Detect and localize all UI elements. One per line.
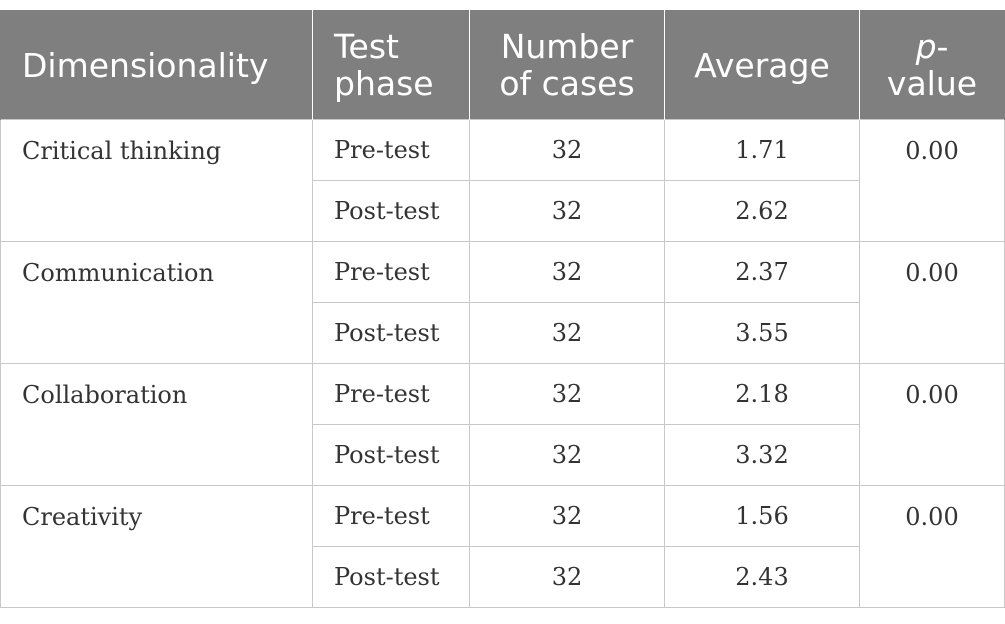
results-table: Dimensionality Test phase Number of cases … bbox=[0, 10, 1005, 608]
cases-cell: 32 bbox=[469, 546, 665, 608]
phase-cell: Post-test bbox=[312, 546, 470, 608]
dimension-cell: Critical thinking bbox=[0, 119, 313, 242]
phase-cell: Pre-test bbox=[312, 241, 470, 303]
header-p-letter: p bbox=[915, 27, 937, 66]
table-header: Dimensionality Test phase Number of cases … bbox=[0, 10, 1005, 120]
phase-cell: Post-test bbox=[312, 424, 470, 486]
table-row: Creativity Pre-test 32 1.56 0.00 bbox=[0, 485, 1005, 608]
dimension-cell: Creativity bbox=[0, 485, 313, 608]
table-row: Collaboration Pre-test 32 2.18 0.00 bbox=[0, 363, 1005, 486]
header-test-phase-line2: phase bbox=[334, 64, 434, 103]
table-row: Communication Pre-test 32 2.37 0.00 bbox=[0, 241, 1005, 364]
header-test-phase: Test phase bbox=[312, 10, 470, 120]
average-cell: 2.43 bbox=[664, 546, 860, 608]
cases-cell: 32 bbox=[469, 119, 665, 181]
p-value-cell: 0.00 bbox=[859, 119, 1005, 242]
header-average-text: Average bbox=[694, 45, 830, 85]
average-cell: 2.37 bbox=[664, 241, 860, 303]
table-row: Post-test 32 3.32 bbox=[1, 424, 1005, 486]
average-cell: 2.62 bbox=[664, 180, 860, 242]
p-value-cell: 0.00 bbox=[859, 241, 1005, 364]
cases-cell: 32 bbox=[469, 485, 665, 547]
average-cell: 1.71 bbox=[664, 119, 860, 181]
average-cell: 1.56 bbox=[664, 485, 860, 547]
cases-cell: 32 bbox=[469, 302, 665, 364]
header-number-of-cases: Number of cases bbox=[469, 10, 665, 120]
header-row: Dimensionality Test phase Number of cases … bbox=[0, 10, 1005, 120]
cases-cell: 32 bbox=[469, 363, 665, 425]
average-cell: 3.55 bbox=[664, 302, 860, 364]
p-value-cell: 0.00 bbox=[859, 485, 1005, 608]
cases-cell: 32 bbox=[469, 241, 665, 303]
phase-cell: Post-test bbox=[312, 180, 470, 242]
phase-cell: Pre-test bbox=[312, 363, 470, 425]
header-p-dash: - bbox=[936, 27, 949, 66]
phase-cell: Post-test bbox=[312, 302, 470, 364]
phase-cell: Pre-test bbox=[312, 119, 470, 181]
header-dimensionality-text: Dimensionality bbox=[22, 45, 269, 85]
table-row: Post-test 32 2.43 bbox=[1, 546, 1005, 608]
table-row: Critical thinking Pre-test 32 1.71 0.00 bbox=[0, 119, 1005, 242]
phase-cell: Pre-test bbox=[312, 485, 470, 547]
cases-cell: 32 bbox=[469, 180, 665, 242]
p-value-cell: 0.00 bbox=[859, 363, 1005, 486]
header-p-value: p-value bbox=[859, 10, 1005, 120]
table-body: Critical thinking Pre-test 32 1.71 0.00 … bbox=[0, 119, 1005, 608]
cases-cell: 32 bbox=[469, 424, 665, 486]
header-cases-line2: of cases bbox=[499, 64, 635, 103]
header-dimensionality: Dimensionality bbox=[0, 10, 313, 120]
header-average: Average bbox=[664, 10, 860, 120]
header-cases-line1: Number bbox=[500, 27, 634, 66]
dimension-cell: Collaboration bbox=[0, 363, 313, 486]
table-row: Post-test 32 2.62 bbox=[1, 180, 1005, 242]
header-test-phase-line1: Test bbox=[334, 27, 399, 66]
average-cell: 2.18 bbox=[664, 363, 860, 425]
dimension-cell: Communication bbox=[0, 241, 313, 364]
header-p-value-line2: value bbox=[886, 64, 978, 103]
average-cell: 3.32 bbox=[664, 424, 860, 486]
